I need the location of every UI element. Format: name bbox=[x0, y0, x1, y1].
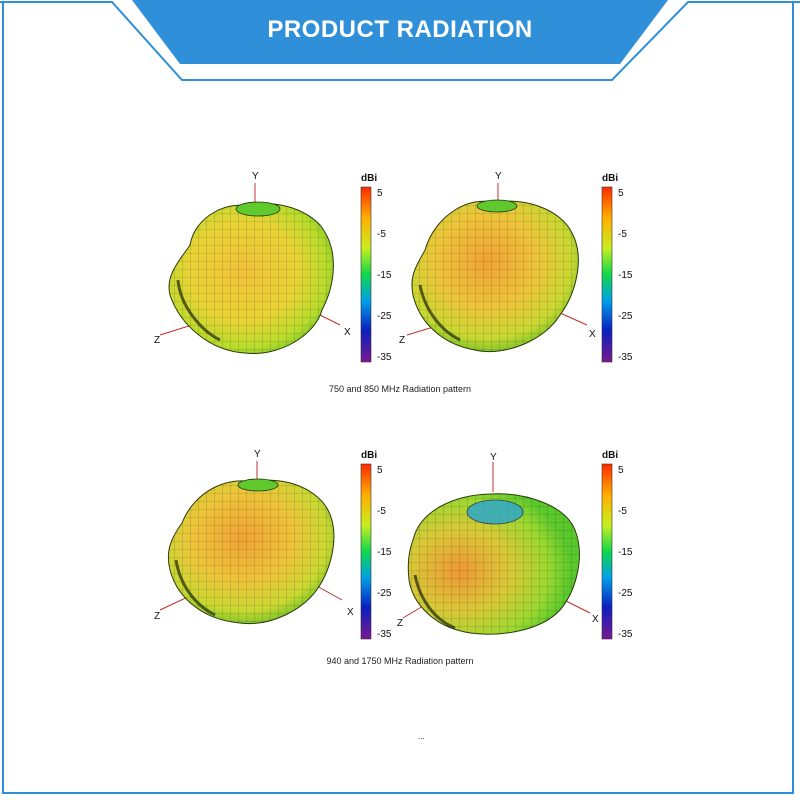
colorbar-tick: -5 bbox=[618, 506, 627, 517]
colorbar: dBi 5 -5 -15 -25 -35 bbox=[360, 173, 392, 363]
axis-label-z: Z bbox=[399, 335, 405, 346]
pattern-plot: Y Z X bbox=[399, 171, 596, 353]
colorbar-tick: -25 bbox=[377, 588, 392, 599]
text-fragment: ... bbox=[418, 732, 425, 741]
banner-shape bbox=[0, 0, 800, 81]
colorbar-unit: dBi bbox=[361, 450, 377, 461]
axis-label-x: X bbox=[589, 329, 596, 340]
colorbar: dBi 5 -5 -15 -25 -35 bbox=[360, 450, 392, 640]
colorbar-tick: -5 bbox=[618, 229, 627, 240]
colorbar-tick: 5 bbox=[618, 188, 624, 199]
colorbar-tick: -35 bbox=[377, 629, 392, 640]
pattern-panel-750: Y Z X bbox=[150, 165, 400, 375]
pattern-panel-850: Y Z X bbox=[395, 165, 605, 375]
axis-label-x: X bbox=[592, 614, 599, 625]
caption-bottom: 940 and 1750 MHz Radiation pattern bbox=[326, 656, 474, 666]
axis-label-x: X bbox=[344, 327, 351, 338]
pattern-panel-940: Y Z X bbox=[150, 445, 400, 645]
colorbar-1750: dBi 5 -5 -15 -25 -35 bbox=[596, 447, 646, 642]
colorbar-tick: 5 bbox=[618, 465, 624, 476]
colorbar-940: dBi 5 -5 -15 -25 -35 bbox=[355, 447, 405, 642]
colorbar-tick: -15 bbox=[618, 547, 633, 558]
pattern-plot: Y Z X bbox=[397, 452, 599, 635]
colorbar-tick: -25 bbox=[618, 588, 633, 599]
colorbar: dBi 5 -5 -15 -25 -35 bbox=[601, 450, 633, 640]
colorbar-tick: -35 bbox=[618, 629, 633, 640]
axis-label-z: Z bbox=[397, 618, 403, 629]
axis-label-y: Y bbox=[495, 171, 502, 182]
colorbar-tick: -5 bbox=[377, 506, 386, 517]
colorbar-750: dBi 5 -5 -15 -25 -35 bbox=[355, 170, 405, 365]
colorbar-tick: -15 bbox=[377, 270, 392, 281]
colorbar-tick: -25 bbox=[618, 311, 633, 322]
pattern-plot: Y Z X bbox=[154, 171, 351, 354]
colorbar-tick: -35 bbox=[618, 352, 633, 363]
colorbar-850: dBi 5 -5 -15 -25 -35 bbox=[596, 170, 646, 365]
caption-top: 750 and 850 MHz Radiation pattern bbox=[328, 384, 472, 394]
axis-label-y: Y bbox=[252, 171, 259, 182]
colorbar-tick: 5 bbox=[377, 188, 383, 199]
pattern-plot: Y Z X bbox=[154, 449, 354, 625]
axis-label-y: Y bbox=[490, 452, 497, 463]
axis-label-x: X bbox=[347, 607, 354, 618]
axis-label-z: Z bbox=[154, 335, 160, 346]
colorbar-tick: -15 bbox=[618, 270, 633, 281]
axis-label-y: Y bbox=[254, 449, 261, 460]
pattern-panel-1750: Y Z X bbox=[395, 450, 605, 650]
colorbar-tick: -35 bbox=[377, 352, 392, 363]
colorbar-tick: -15 bbox=[377, 547, 392, 558]
colorbar-unit: dBi bbox=[361, 173, 377, 184]
colorbar-unit: dBi bbox=[602, 450, 618, 461]
colorbar-unit: dBi bbox=[602, 173, 618, 184]
axis-label-z: Z bbox=[154, 611, 160, 622]
colorbar-tick: -25 bbox=[377, 311, 392, 322]
page-title: PRODUCT RADIATION bbox=[267, 16, 533, 43]
colorbar-tick: -5 bbox=[377, 229, 386, 240]
header-banner: PRODUCT RADIATION bbox=[0, 0, 800, 90]
colorbar: dBi 5 -5 -15 -25 -35 bbox=[601, 173, 633, 363]
colorbar-tick: 5 bbox=[377, 465, 383, 476]
